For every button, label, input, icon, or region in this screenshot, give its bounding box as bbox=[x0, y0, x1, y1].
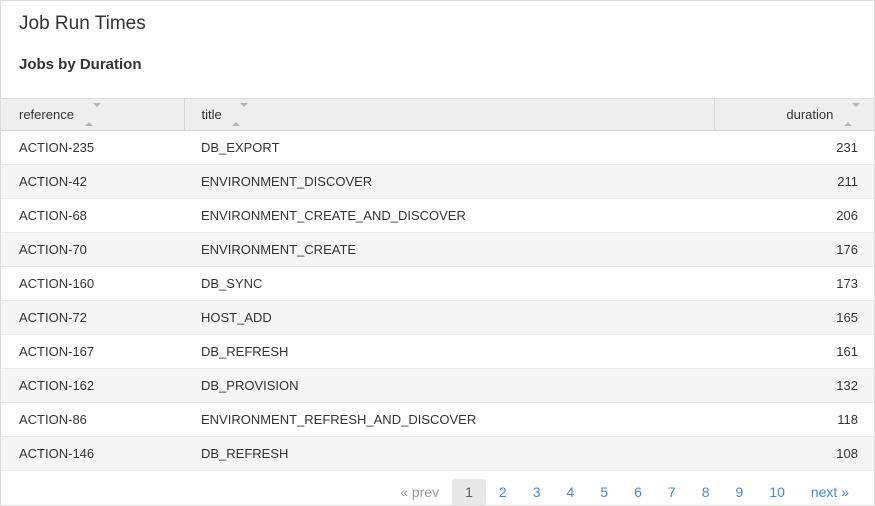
table-row: ACTION-42 ENVIRONMENT_DISCOVER 211 bbox=[1, 164, 874, 199]
table-header-row: reference title duration bbox=[1, 97, 874, 132]
pagination-page-1-current[interactable]: 1 bbox=[452, 479, 486, 505]
cell-duration: 132 bbox=[714, 368, 874, 403]
pagination-page-3[interactable]: 3 bbox=[532, 484, 541, 501]
sort-icon bbox=[84, 103, 101, 127]
table-row: ACTION-68 ENVIRONMENT_CREATE_AND_DISCOVE… bbox=[1, 198, 874, 233]
cell-reference: ACTION-72 bbox=[1, 300, 184, 335]
cell-duration: 161 bbox=[714, 334, 874, 369]
table-row: ACTION-72 HOST_ADD 165 bbox=[1, 300, 874, 335]
table-row: ACTION-167 DB_REFRESH 161 bbox=[1, 334, 874, 369]
cell-title: DB_REFRESH bbox=[184, 334, 714, 369]
column-header-reference-label: reference bbox=[19, 107, 74, 122]
cell-duration: 118 bbox=[714, 402, 874, 437]
table-row: ACTION-162 DB_PROVISION 132 bbox=[1, 368, 874, 403]
cell-title: DB_EXPORT bbox=[201, 140, 280, 156]
table-row: ACTION-146 DB_REFRESH 108 bbox=[1, 436, 874, 472]
cell-title: DB_SYNC bbox=[184, 266, 714, 301]
pagination-page-2[interactable]: 2 bbox=[498, 484, 507, 501]
table-row: ACTION-70 ENVIRONMENT_CREATE 176 bbox=[1, 232, 874, 267]
page-title: Job Run Times bbox=[19, 13, 146, 34]
cell-title: DB_PROVISION bbox=[184, 368, 714, 403]
pagination-page-5[interactable]: 5 bbox=[600, 484, 609, 501]
cell-reference: ACTION-160 bbox=[1, 266, 184, 301]
cell-reference: ACTION-235 bbox=[19, 140, 95, 156]
jobs-table: reference title duration ACTION-235 DB_E… bbox=[1, 97, 874, 472]
table-row: ACTION-86 ENVIRONMENT_REFRESH_AND_DISCOV… bbox=[1, 402, 874, 437]
cell-reference: ACTION-162 bbox=[1, 368, 184, 403]
pagination-next-button[interactable]: next » bbox=[810, 484, 849, 501]
cell-title: ENVIRONMENT_CREATE bbox=[184, 232, 714, 267]
table-row: ACTION-160 DB_SYNC 173 bbox=[1, 266, 874, 301]
cell-reference: ACTION-68 bbox=[1, 198, 184, 233]
pagination-page-9[interactable]: 9 bbox=[735, 484, 744, 501]
cell-duration: 206 bbox=[714, 198, 874, 233]
column-header-duration-label: duration bbox=[786, 107, 834, 122]
column-header-reference[interactable]: reference bbox=[1, 97, 184, 132]
pagination-page-4[interactable]: 4 bbox=[566, 484, 575, 501]
column-header-title[interactable]: title bbox=[183, 97, 714, 132]
table-row: ACTION-235 DB_EXPORT 231 bbox=[1, 130, 874, 165]
cell-title: HOST_ADD bbox=[184, 300, 714, 335]
section-title: Jobs by Duration bbox=[19, 56, 142, 73]
panel-header: Job Run Times Jobs by Duration bbox=[1, 1, 874, 74]
cell-title: DB_REFRESH bbox=[184, 436, 714, 472]
cell-duration: 176 bbox=[714, 232, 874, 267]
cell-title: ENVIRONMENT_CREATE_AND_DISCOVER bbox=[184, 198, 714, 233]
cell-duration: 165 bbox=[714, 300, 874, 335]
cell-title: ENVIRONMENT_DISCOVER bbox=[184, 164, 714, 199]
column-header-duration[interactable]: duration bbox=[713, 97, 874, 132]
cell-reference: ACTION-167 bbox=[1, 334, 184, 369]
sort-icon bbox=[232, 103, 249, 127]
pagination-page-6[interactable]: 6 bbox=[634, 484, 642, 501]
cell-reference: ACTION-70 bbox=[1, 232, 184, 267]
pagination-prev-button[interactable]: « prev bbox=[400, 484, 440, 501]
cell-reference: ACTION-86 bbox=[1, 402, 184, 437]
cell-reference: ACTION-146 bbox=[1, 436, 184, 472]
pagination-page-8[interactable]: 8 bbox=[701, 484, 710, 501]
pagination-page-10[interactable]: 10 bbox=[769, 484, 785, 501]
cell-duration: 231 bbox=[836, 140, 858, 156]
cell-duration: 173 bbox=[714, 266, 874, 301]
cell-reference: ACTION-42 bbox=[1, 164, 184, 199]
pagination: « prev 1 2 3 4 5 6 7 8 9 10 next » bbox=[1, 471, 874, 505]
sort-icon bbox=[844, 103, 860, 127]
cell-duration: 211 bbox=[714, 164, 874, 199]
cell-duration: 108 bbox=[714, 436, 874, 472]
column-header-title-label: title bbox=[201, 107, 222, 122]
pagination-page-7[interactable]: 7 bbox=[667, 484, 676, 501]
cell-title: ENVIRONMENT_REFRESH_AND_DISCOVER bbox=[184, 402, 714, 437]
